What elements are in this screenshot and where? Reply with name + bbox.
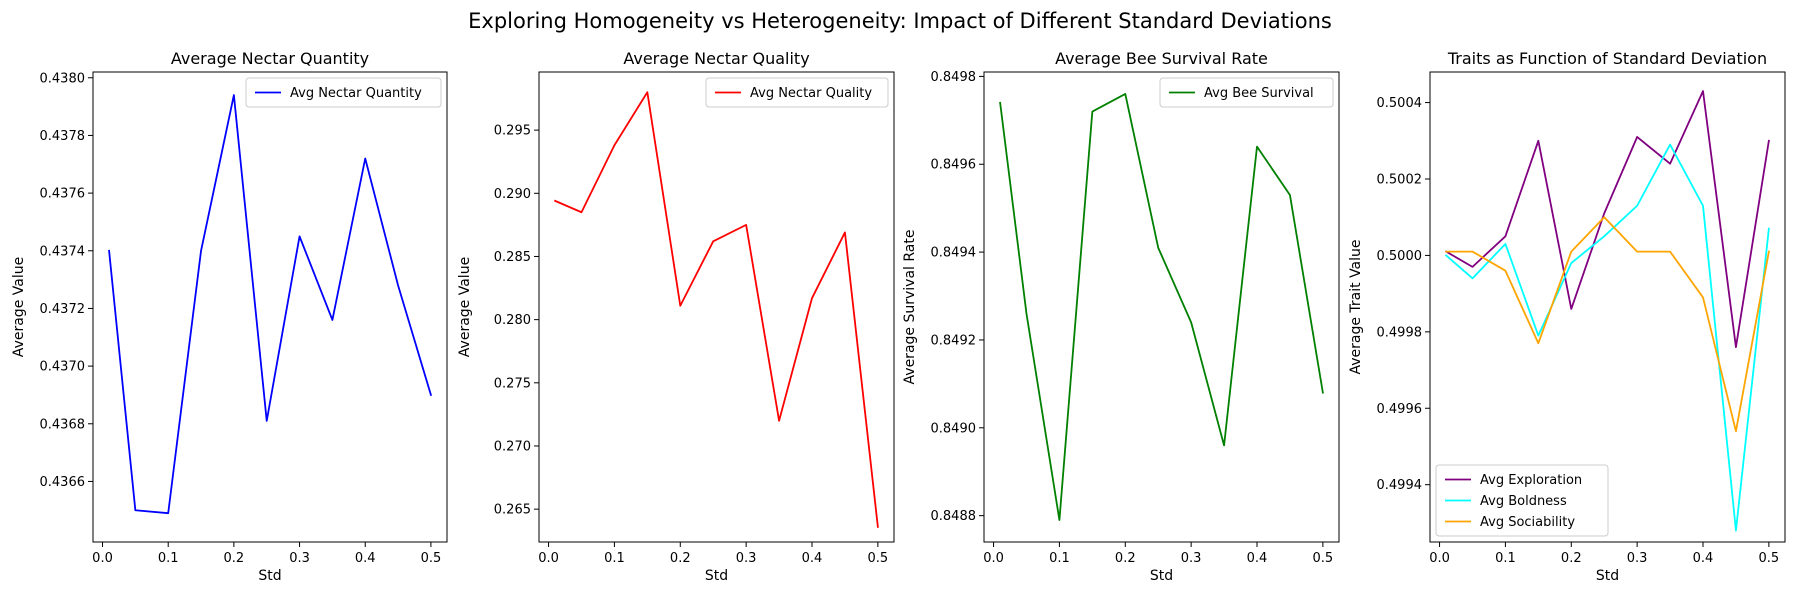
x-tick-label: 0.0 [92,551,113,566]
x-tick-label: 0.4 [1693,551,1714,566]
chart-panel-1: Average Nectar Quantity 0.0 0.1 0.2 0.3 0.4 0.… [11,49,448,584]
legend: Avg Bee Survival [1159,77,1334,108]
y-tick-label: 0.280 [494,313,531,328]
chart-panel-4: Traits as Function of Standard Deviation… [1348,49,1786,584]
y-tick-label: 0.4378 [40,129,86,144]
x-tick-label: 0.3 [289,551,310,566]
legend: Avg Nectar Quantity [245,77,442,108]
chart-title: Traits as Function of Standard Deviation [1447,49,1767,68]
y-tick-label: 0.275 [494,376,531,391]
x-tick-label: 0.0 [538,551,559,566]
x-tick-label: 0.5 [868,551,889,566]
x-axis-label: Std [258,568,281,584]
y-tick-label: 0.4366 [40,475,86,490]
y-tick-label: 0.5000 [1377,249,1423,264]
x-axis-label: Std [1150,568,1173,584]
x-tick-label: 0.1 [1495,551,1516,566]
series-line-2 [1444,143,1770,532]
x-tick-label: 0.3 [1181,551,1202,566]
chart-title: Average Bee Survival Rate [1055,49,1268,68]
x-tick-label: 0.2 [224,551,245,566]
x-axis-label: Std [705,568,728,584]
y-tick-label: 0.265 [494,503,531,518]
y-tick-label: 0.5002 [1377,172,1423,187]
x-tick-label: 0.2 [1561,551,1582,566]
plot-frame [92,71,448,543]
x-tick-label: 0.4 [1247,551,1268,566]
legend-box [1435,464,1609,537]
x-tick-label: 0.5 [421,551,442,566]
x-tick-label: 0.1 [604,551,625,566]
chart-title: Average Nectar Quality [623,49,809,68]
y-tick-label: 0.4998 [1377,325,1423,340]
legend: Avg Exploration Avg Boldness Avg Sociabili… [1435,464,1609,537]
plot-frame [538,71,895,543]
y-tick-label: 0.4380 [40,71,86,86]
legend-label: Avg Nectar Quality [750,86,872,101]
x-tick-label: 0.1 [158,551,179,566]
chart-panel-3: Average Bee Survival Rate 0.0 0.1 0.2 0.3 0.4… [902,49,1340,584]
y-tick-label: 0.285 [494,250,531,265]
legend-box [1159,77,1334,108]
y-tick-label: 0.8488 [931,509,977,524]
y-axis-label: Average Trait Value [1348,239,1364,374]
y-tick-label: 0.4374 [40,244,86,259]
series-line-1 [553,91,879,528]
x-tick-label: 0.5 [1759,551,1780,566]
legend: Avg Nectar Quality [705,77,889,108]
x-tick-label: 0.3 [1627,551,1648,566]
legend-box [705,77,889,108]
y-tick-label: 0.8496 [931,158,977,173]
y-tick-label: 0.4368 [40,417,86,432]
legend-box [245,77,442,108]
y-axis-label: Average Value [457,257,473,357]
figure-suptitle: Exploring Homogeneity vs Heterogeneity: … [468,9,1332,33]
y-tick-label: 0.270 [494,439,531,454]
plot-frame [1429,71,1786,543]
x-tick-label: 0.4 [355,551,376,566]
y-axis-label: Average Survival Rate [902,230,918,385]
y-tick-label: 0.4996 [1377,402,1423,417]
y-tick-label: 0.8490 [931,421,977,436]
y-tick-label: 0.295 [494,124,531,139]
x-tick-label: 0.2 [1115,551,1136,566]
x-axis-label: Std [1596,568,1619,584]
legend-label: Avg Boldness [1480,494,1567,509]
y-tick-label: 0.4376 [40,187,86,202]
y-tick-label: 0.8498 [931,70,977,85]
y-tick-label: 0.8492 [931,333,977,348]
x-tick-label: 0.2 [670,551,691,566]
y-tick-label: 0.4372 [40,302,86,317]
x-tick-label: 0.4 [802,551,823,566]
series-line-3 [1445,216,1770,433]
y-tick-label: 0.4994 [1377,478,1423,493]
series-line-1 [1444,90,1770,349]
x-tick-label: 0.3 [736,551,757,566]
x-tick-label: 0.5 [1313,551,1334,566]
legend-label: Avg Exploration [1480,473,1582,488]
legend-label: Avg Nectar Quantity [290,86,422,101]
x-tick-label: 0.1 [1049,551,1070,566]
series-line-1 [999,93,1324,521]
x-tick-label: 0.0 [983,551,1004,566]
y-tick-label: 0.4370 [40,360,86,375]
series-line-1 [108,94,433,515]
y-tick-label: 0.5004 [1377,96,1423,111]
legend-label: Avg Bee Survival [1204,86,1314,101]
y-axis-label: Average Value [11,257,27,357]
x-tick-label: 0.0 [1429,551,1450,566]
chart-panel-2: Average Nectar Quality 0.0 0.1 0.2 0.3 0.4 0.5… [457,49,895,584]
legend-label: Avg Sociability [1480,515,1575,530]
y-tick-label: 0.8494 [931,246,977,261]
y-tick-label: 0.290 [494,187,531,202]
plot-frame [983,71,1340,543]
chart-title: Average Nectar Quantity [171,49,369,68]
panels-container: Average Nectar Quantity 0.0 0.1 0.2 0.3 0.4 0.… [11,49,1786,584]
